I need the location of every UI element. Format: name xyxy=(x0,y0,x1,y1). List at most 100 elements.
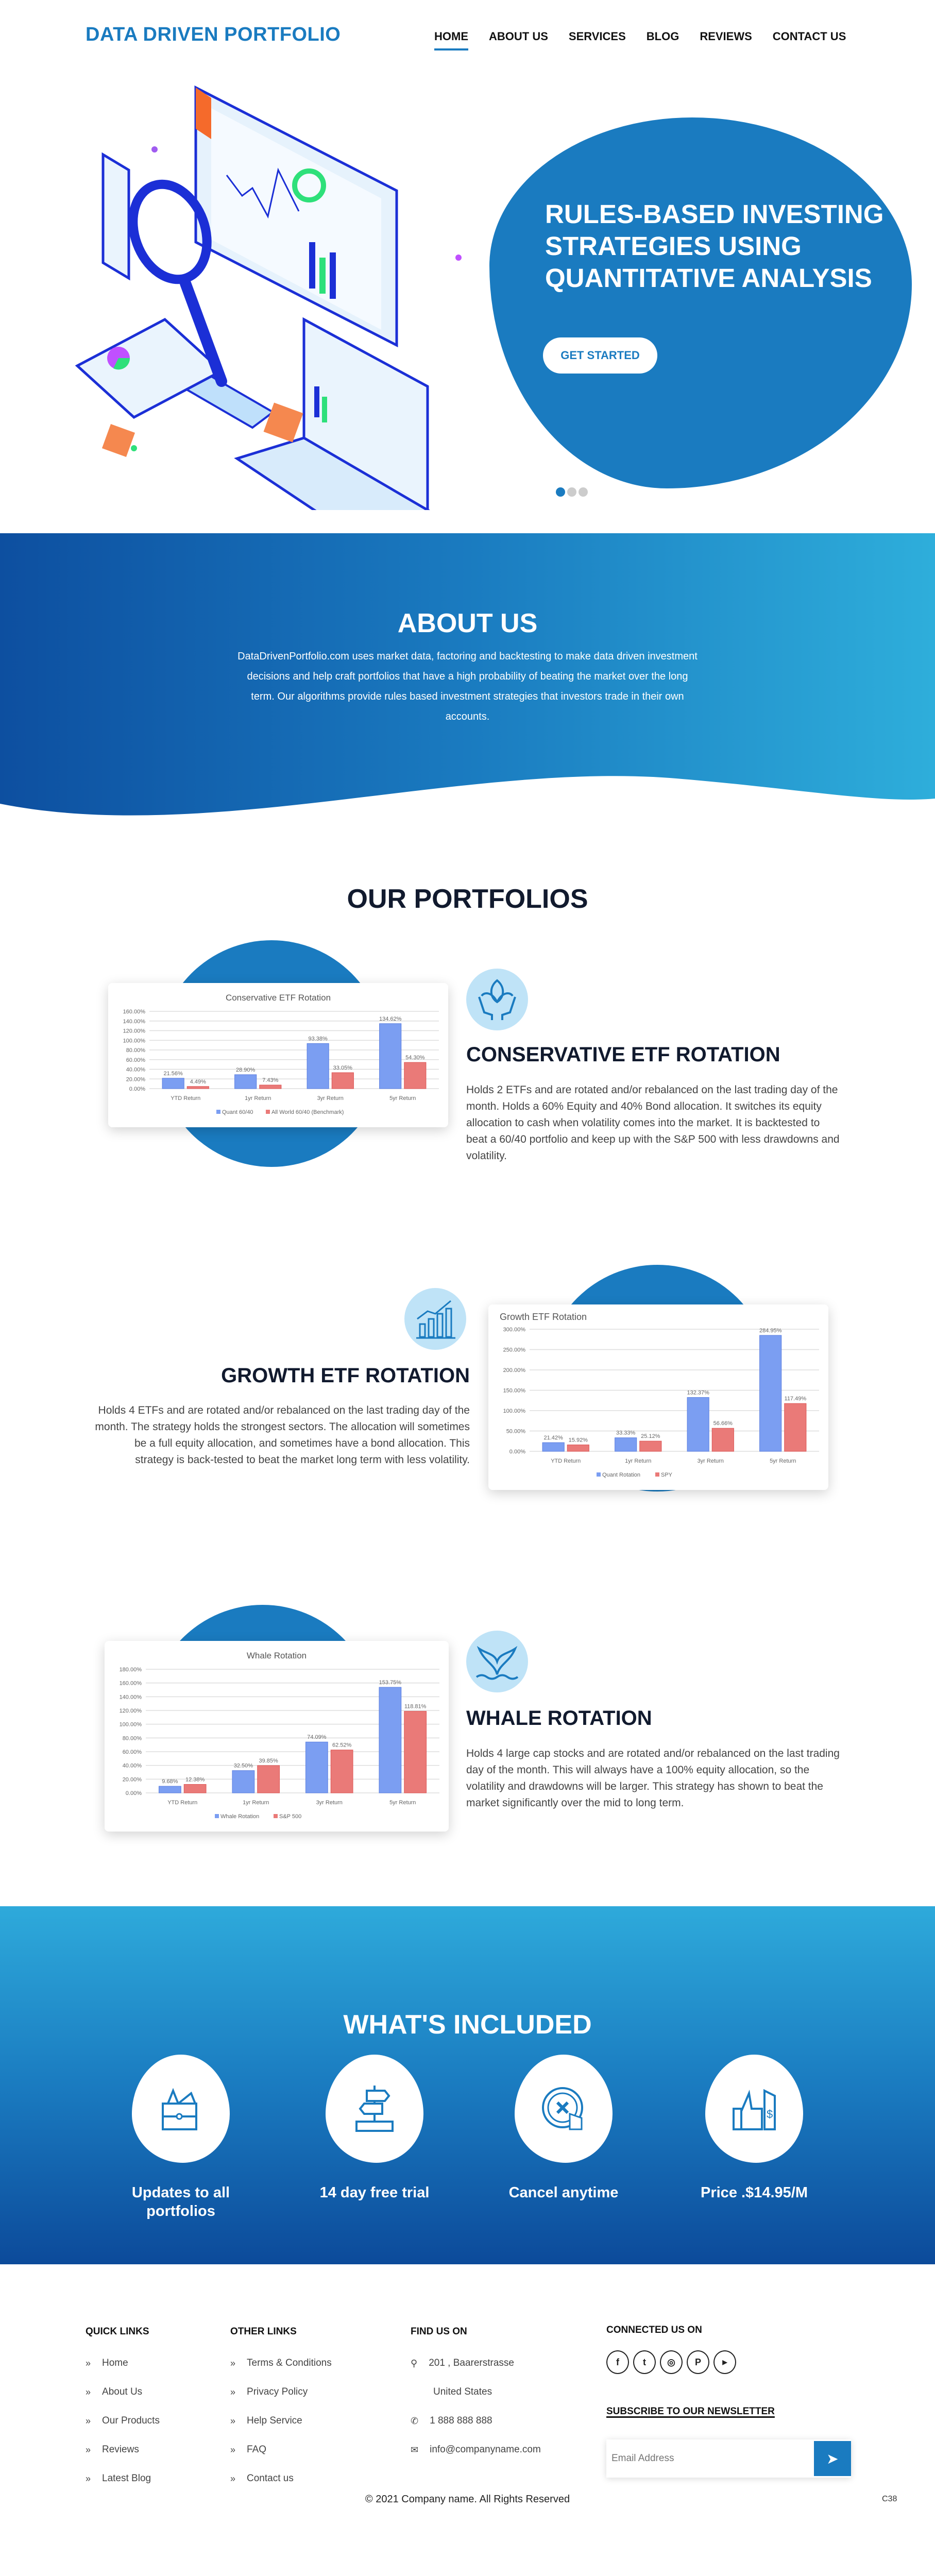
data-label: 25.12% xyxy=(641,1433,660,1439)
chevron-double-right-icon: » xyxy=(230,2415,236,2426)
bar xyxy=(186,1086,209,1089)
email-input[interactable] xyxy=(606,2453,814,2464)
chevron-double-right-icon: » xyxy=(86,2415,91,2426)
bar xyxy=(639,1440,662,1452)
whale-chart: Whale Rotation 0.00% 20.00% 40.00% 60.00% 80.… xyxy=(120,1651,439,1820)
phone[interactable]: ✆ 1 888 888 888 xyxy=(411,2406,541,2435)
y-tick-label: 0.00% xyxy=(509,1449,525,1455)
data-label: 21.56% xyxy=(164,1071,183,1077)
twitter-icon[interactable]: t xyxy=(633,2350,656,2374)
footer-link-reviews[interactable]: » Reviews xyxy=(86,2435,160,2464)
chart-title: Growth ETF Rotation xyxy=(500,1312,587,1322)
data-label: 153.75% xyxy=(379,1680,402,1686)
y-tick-label: 0.00% xyxy=(129,1086,145,1092)
about-wave xyxy=(0,776,935,824)
bar xyxy=(330,1750,353,1793)
mail-icon: ✉ xyxy=(411,2444,419,2455)
nav-blog[interactable]: BLOG xyxy=(646,30,679,43)
bar xyxy=(159,1786,181,1793)
link-label[interactable]: FAQ xyxy=(247,2444,267,2455)
link-label[interactable]: Privacy Policy xyxy=(247,2386,308,2397)
facebook-icon[interactable]: f xyxy=(606,2350,629,2374)
y-tick-label: 100.00% xyxy=(503,1408,526,1414)
included-item: 14 day free trial xyxy=(313,2055,436,2202)
chevron-double-right-icon: » xyxy=(86,2386,91,2397)
y-tick-label: 20.00% xyxy=(123,1776,142,1783)
x-tick-label: 1yr Return xyxy=(243,1800,269,1806)
cancel-button-icon xyxy=(515,2055,613,2163)
carousel-dots xyxy=(556,487,588,497)
send-button[interactable]: ➤ xyxy=(814,2441,851,2476)
link-label[interactable]: About Us xyxy=(102,2386,143,2397)
data-label: 9.68% xyxy=(162,1778,178,1785)
data-label: 117.49% xyxy=(785,1396,807,1402)
footer-link-faq[interactable]: » FAQ xyxy=(230,2435,332,2464)
chevron-double-right-icon: » xyxy=(230,2386,236,2397)
bar xyxy=(257,1765,280,1793)
data-label: 21.42% xyxy=(544,1435,564,1441)
x-tick-label: 3yr Return xyxy=(698,1458,724,1464)
bar xyxy=(305,1741,328,1793)
footer-link-home[interactable]: » Home xyxy=(86,2349,160,2378)
footer-link-our-products[interactable]: » Our Products xyxy=(86,2406,160,2435)
bar xyxy=(259,1084,282,1089)
legend-swatch xyxy=(597,1472,601,1477)
data-label: 54.30% xyxy=(405,1055,425,1061)
instagram-icon[interactable]: ◎ xyxy=(660,2350,683,2374)
link-label[interactable]: Latest Blog xyxy=(102,2473,151,2484)
newsletter-title: SUBSCRIBE TO OUR NEWSLETTER xyxy=(606,2406,775,2417)
data-label: 93.38% xyxy=(309,1036,328,1042)
bar xyxy=(183,1784,207,1793)
carousel-dot-2[interactable] xyxy=(567,487,576,497)
nav-reviews[interactable]: REVIEWS xyxy=(700,30,752,43)
link-label[interactable]: Contact us xyxy=(247,2473,294,2484)
footer-link-about-us[interactable]: » About Us xyxy=(86,2378,160,2406)
footer-link-terms[interactable]: » Terms & Conditions xyxy=(230,2349,332,2378)
y-tick-label: 140.00% xyxy=(123,1019,146,1025)
data-label: 28.90% xyxy=(236,1067,256,1073)
other-links-title: OTHER LINKS xyxy=(230,2326,297,2337)
nav-services[interactable]: SERVICES xyxy=(568,30,626,43)
portfolio-title: CONSERVATIVE ETF ROTATION xyxy=(466,1043,780,1066)
link-label[interactable]: Help Service xyxy=(247,2415,302,2426)
email[interactable]: ✉ info@companyname.com xyxy=(411,2435,541,2464)
email-text[interactable]: info@companyname.com xyxy=(430,2444,541,2455)
nav-about-us[interactable]: ABOUT US xyxy=(489,30,548,43)
pinterest-icon[interactable]: P xyxy=(687,2350,709,2374)
link-label[interactable]: Reviews xyxy=(102,2444,139,2455)
x-tick-label: YTD Return xyxy=(167,1800,197,1806)
legend-swatch xyxy=(655,1472,659,1477)
data-label: 132.37% xyxy=(687,1389,709,1396)
footer-find-us: FIND US ON ⚲ 201 , Baarerstrasse United S… xyxy=(411,2326,541,2464)
legend-label: All World 60/40 (Benchmark) xyxy=(271,1109,344,1115)
footer-link-contact[interactable]: » Contact us xyxy=(230,2464,332,2493)
carousel-dot-1[interactable] xyxy=(556,487,565,497)
laptop-icon xyxy=(234,317,430,510)
phone-text[interactable]: 1 888 888 888 xyxy=(430,2415,492,2426)
footer-link-help[interactable]: » Help Service xyxy=(230,2406,332,2435)
hero-blob xyxy=(489,117,912,488)
footer-link-privacy[interactable]: » Privacy Policy xyxy=(230,2378,332,2406)
legend-swatch xyxy=(274,1814,278,1818)
legend-label: S&P 500 xyxy=(279,1814,301,1820)
paper-plane-icon: ➤ xyxy=(826,2450,839,2467)
quick-links-title: QUICK LINKS xyxy=(86,2326,149,2337)
get-started-button[interactable]: GET STARTED xyxy=(543,337,657,374)
link-label[interactable]: Home xyxy=(102,2358,128,2368)
wallet-icon xyxy=(132,2055,230,2163)
link-label[interactable]: Terms & Conditions xyxy=(247,2358,332,2368)
phone-icon xyxy=(101,152,130,281)
nav-home[interactable]: HOME xyxy=(434,30,468,50)
footer-link-latest-blog[interactable]: » Latest Blog xyxy=(86,2464,160,2493)
chart-title: Conservative ETF Rotation xyxy=(226,993,331,1003)
bar xyxy=(711,1428,734,1452)
y-tick-label: 300.00% xyxy=(503,1327,526,1333)
nav-contact-us[interactable]: CONTACT US xyxy=(772,30,846,43)
bar xyxy=(615,1437,637,1452)
site-logo[interactable]: DATA DRIVEN PORTFOLIO xyxy=(86,24,341,45)
carousel-dot-3[interactable] xyxy=(579,487,588,497)
data-label: 56.66% xyxy=(713,1420,733,1427)
link-label[interactable]: Our Products xyxy=(102,2415,160,2426)
data-label: 32.50% xyxy=(234,1763,253,1769)
youtube-icon[interactable]: ▶ xyxy=(713,2350,736,2374)
